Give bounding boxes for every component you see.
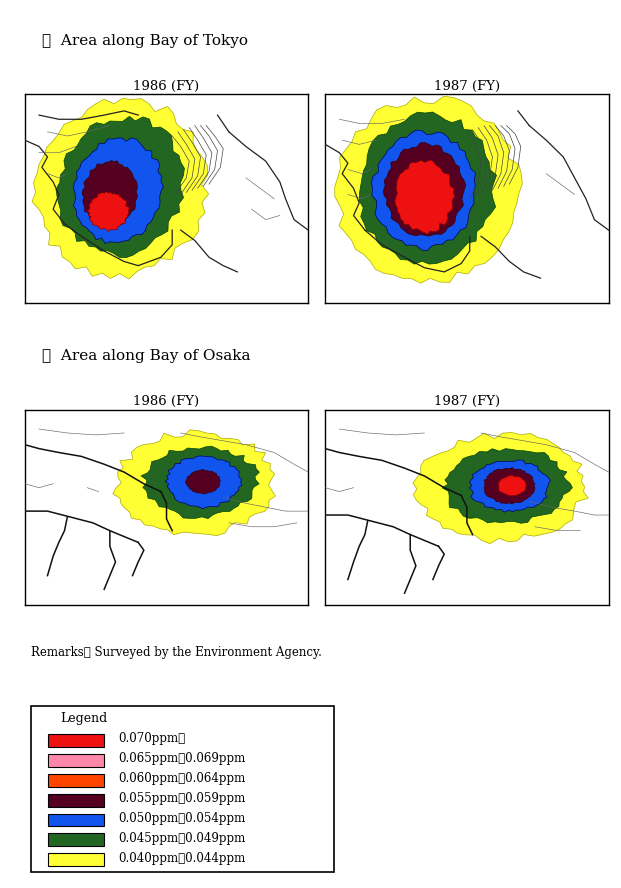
Title: 1986 (FY): 1986 (FY): [134, 80, 199, 93]
Bar: [48, 794, 104, 806]
Bar: [48, 834, 104, 846]
Bar: [48, 754, 104, 767]
Polygon shape: [484, 468, 535, 503]
Title: 1986 (FY): 1986 (FY): [134, 395, 199, 408]
Polygon shape: [32, 99, 209, 279]
Bar: [30, 706, 334, 872]
Bar: [48, 853, 104, 866]
Polygon shape: [56, 116, 184, 258]
Bar: [48, 813, 104, 827]
Polygon shape: [141, 446, 260, 519]
Title: 1987 (FY): 1987 (FY): [434, 80, 500, 93]
Text: 0.040ppm～0.044ppm: 0.040ppm～0.044ppm: [118, 852, 245, 865]
Polygon shape: [335, 97, 522, 283]
Text: 0.070ppm～: 0.070ppm～: [118, 733, 185, 745]
Text: ①  Area along Bay of Tokyo: ① Area along Bay of Tokyo: [42, 34, 248, 48]
Title: 1987 (FY): 1987 (FY): [434, 395, 500, 408]
Polygon shape: [498, 475, 527, 496]
Polygon shape: [113, 430, 276, 535]
Polygon shape: [442, 448, 573, 523]
Polygon shape: [88, 191, 129, 232]
Polygon shape: [395, 160, 455, 234]
Text: 0.060ppm～0.064ppm: 0.060ppm～0.064ppm: [118, 773, 245, 785]
Text: ②  Area along Bay of Osaka: ② Area along Bay of Osaka: [42, 349, 251, 363]
Text: 0.050ppm～0.054ppm: 0.050ppm～0.054ppm: [118, 812, 245, 825]
Polygon shape: [186, 470, 220, 494]
Bar: [48, 734, 104, 747]
Polygon shape: [413, 432, 588, 543]
Polygon shape: [73, 138, 163, 243]
Bar: [48, 773, 104, 787]
Polygon shape: [371, 131, 476, 250]
Text: Legend: Legend: [60, 712, 107, 725]
Text: 0.045ppm～0.049ppm: 0.045ppm～0.049ppm: [118, 832, 245, 844]
Polygon shape: [82, 161, 137, 227]
Polygon shape: [469, 460, 550, 512]
Polygon shape: [360, 112, 497, 264]
Text: 0.055ppm～0.059ppm: 0.055ppm～0.059ppm: [118, 792, 245, 805]
Polygon shape: [165, 456, 242, 509]
Polygon shape: [383, 142, 466, 236]
Text: Remarks： Surveyed by the Environment Agency.: Remarks： Surveyed by the Environment Age…: [30, 646, 322, 660]
Text: 0.065ppm～0.069ppm: 0.065ppm～0.069ppm: [118, 752, 245, 765]
